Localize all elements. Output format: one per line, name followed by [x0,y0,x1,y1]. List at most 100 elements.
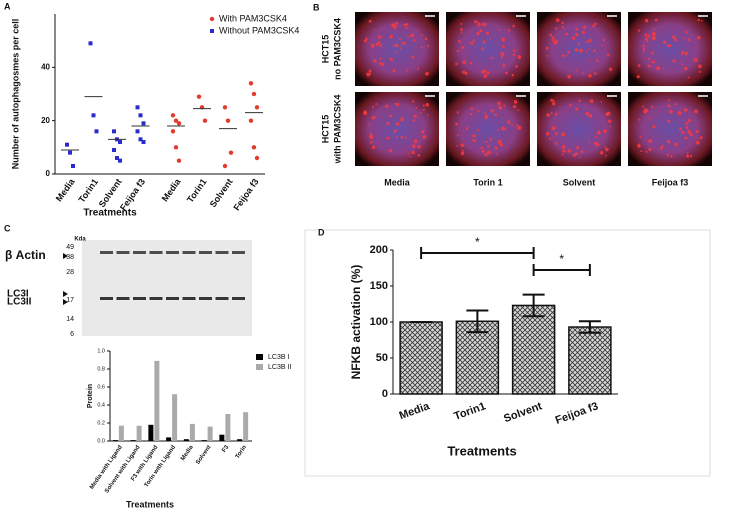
puncta [689,155,693,158]
puncta [645,150,648,153]
puncta [386,136,390,140]
panel-label: B [313,2,320,12]
puncta [498,105,503,110]
x-tick-label: Media [54,176,77,203]
puncta [601,44,604,47]
puncta [412,144,416,148]
puncta [417,145,421,149]
puncta [575,32,579,37]
puncta [400,117,404,122]
puncta [639,136,642,138]
puncta [413,114,417,118]
puncta [654,18,658,22]
dot [251,145,257,150]
bar [166,437,172,441]
puncta [600,100,603,103]
puncta [608,67,613,71]
puncta [650,51,655,55]
puncta [656,66,661,71]
bar [112,440,118,441]
dot [135,129,140,134]
puncta [470,107,474,111]
dot [170,129,176,134]
puncta [469,61,473,65]
puncta [379,62,382,65]
puncta [578,99,581,102]
y-tick-label: 150 [370,280,388,292]
puncta [379,44,383,48]
puncta [410,33,415,38]
puncta [461,149,464,152]
puncta [371,105,374,108]
dot [138,137,143,142]
puncta [575,69,578,72]
puncta [409,155,411,158]
puncta [698,70,702,73]
puncta [644,108,649,113]
puncta [593,72,597,75]
puncta [407,152,410,155]
puncta [486,70,490,75]
puncta [650,105,654,109]
puncta [589,99,594,104]
puncta [684,52,689,56]
dot [115,156,119,160]
puncta [403,23,407,27]
puncta [399,47,402,50]
puncta [545,132,550,136]
puncta [644,19,649,23]
puncta [546,113,551,117]
puncta [464,71,468,75]
puncta [681,53,683,56]
puncta [644,33,647,37]
puncta [640,150,643,153]
dot [94,129,99,134]
puncta [496,153,499,156]
dot [118,158,122,163]
puncta [642,44,646,48]
puncta [512,24,515,28]
puncta [585,112,590,116]
puncta [651,32,656,36]
puncta [415,106,418,109]
puncta [494,146,498,150]
puncta [405,23,409,26]
band [232,297,245,300]
puncta [701,19,703,22]
puncta [388,114,392,118]
puncta [667,99,670,102]
y-tick-label: 1.0 [97,348,105,354]
puncta [404,136,407,140]
puncta [499,143,504,147]
puncta [385,104,389,108]
puncta [455,62,458,66]
puncta [456,50,459,53]
puncta [456,145,458,147]
puncta [681,130,685,135]
puncta [684,136,688,140]
bar [189,423,195,441]
puncta [388,149,393,153]
puncta [561,21,564,25]
puncta [511,73,515,77]
puncta [596,130,601,135]
puncta [646,39,649,42]
puncta [460,28,463,31]
puncta [604,154,607,157]
puncta [555,27,558,30]
puncta [575,27,578,31]
puncta [648,139,653,144]
puncta [380,62,385,67]
puncta [588,73,592,78]
puncta [666,44,670,47]
puncta [672,35,676,39]
bar [243,412,249,441]
puncta [588,39,592,43]
bar [237,439,243,441]
puncta [392,69,396,73]
puncta [412,119,416,122]
puncta [638,29,641,32]
puncta [460,151,465,156]
dot [112,129,116,134]
puncta [482,22,487,27]
